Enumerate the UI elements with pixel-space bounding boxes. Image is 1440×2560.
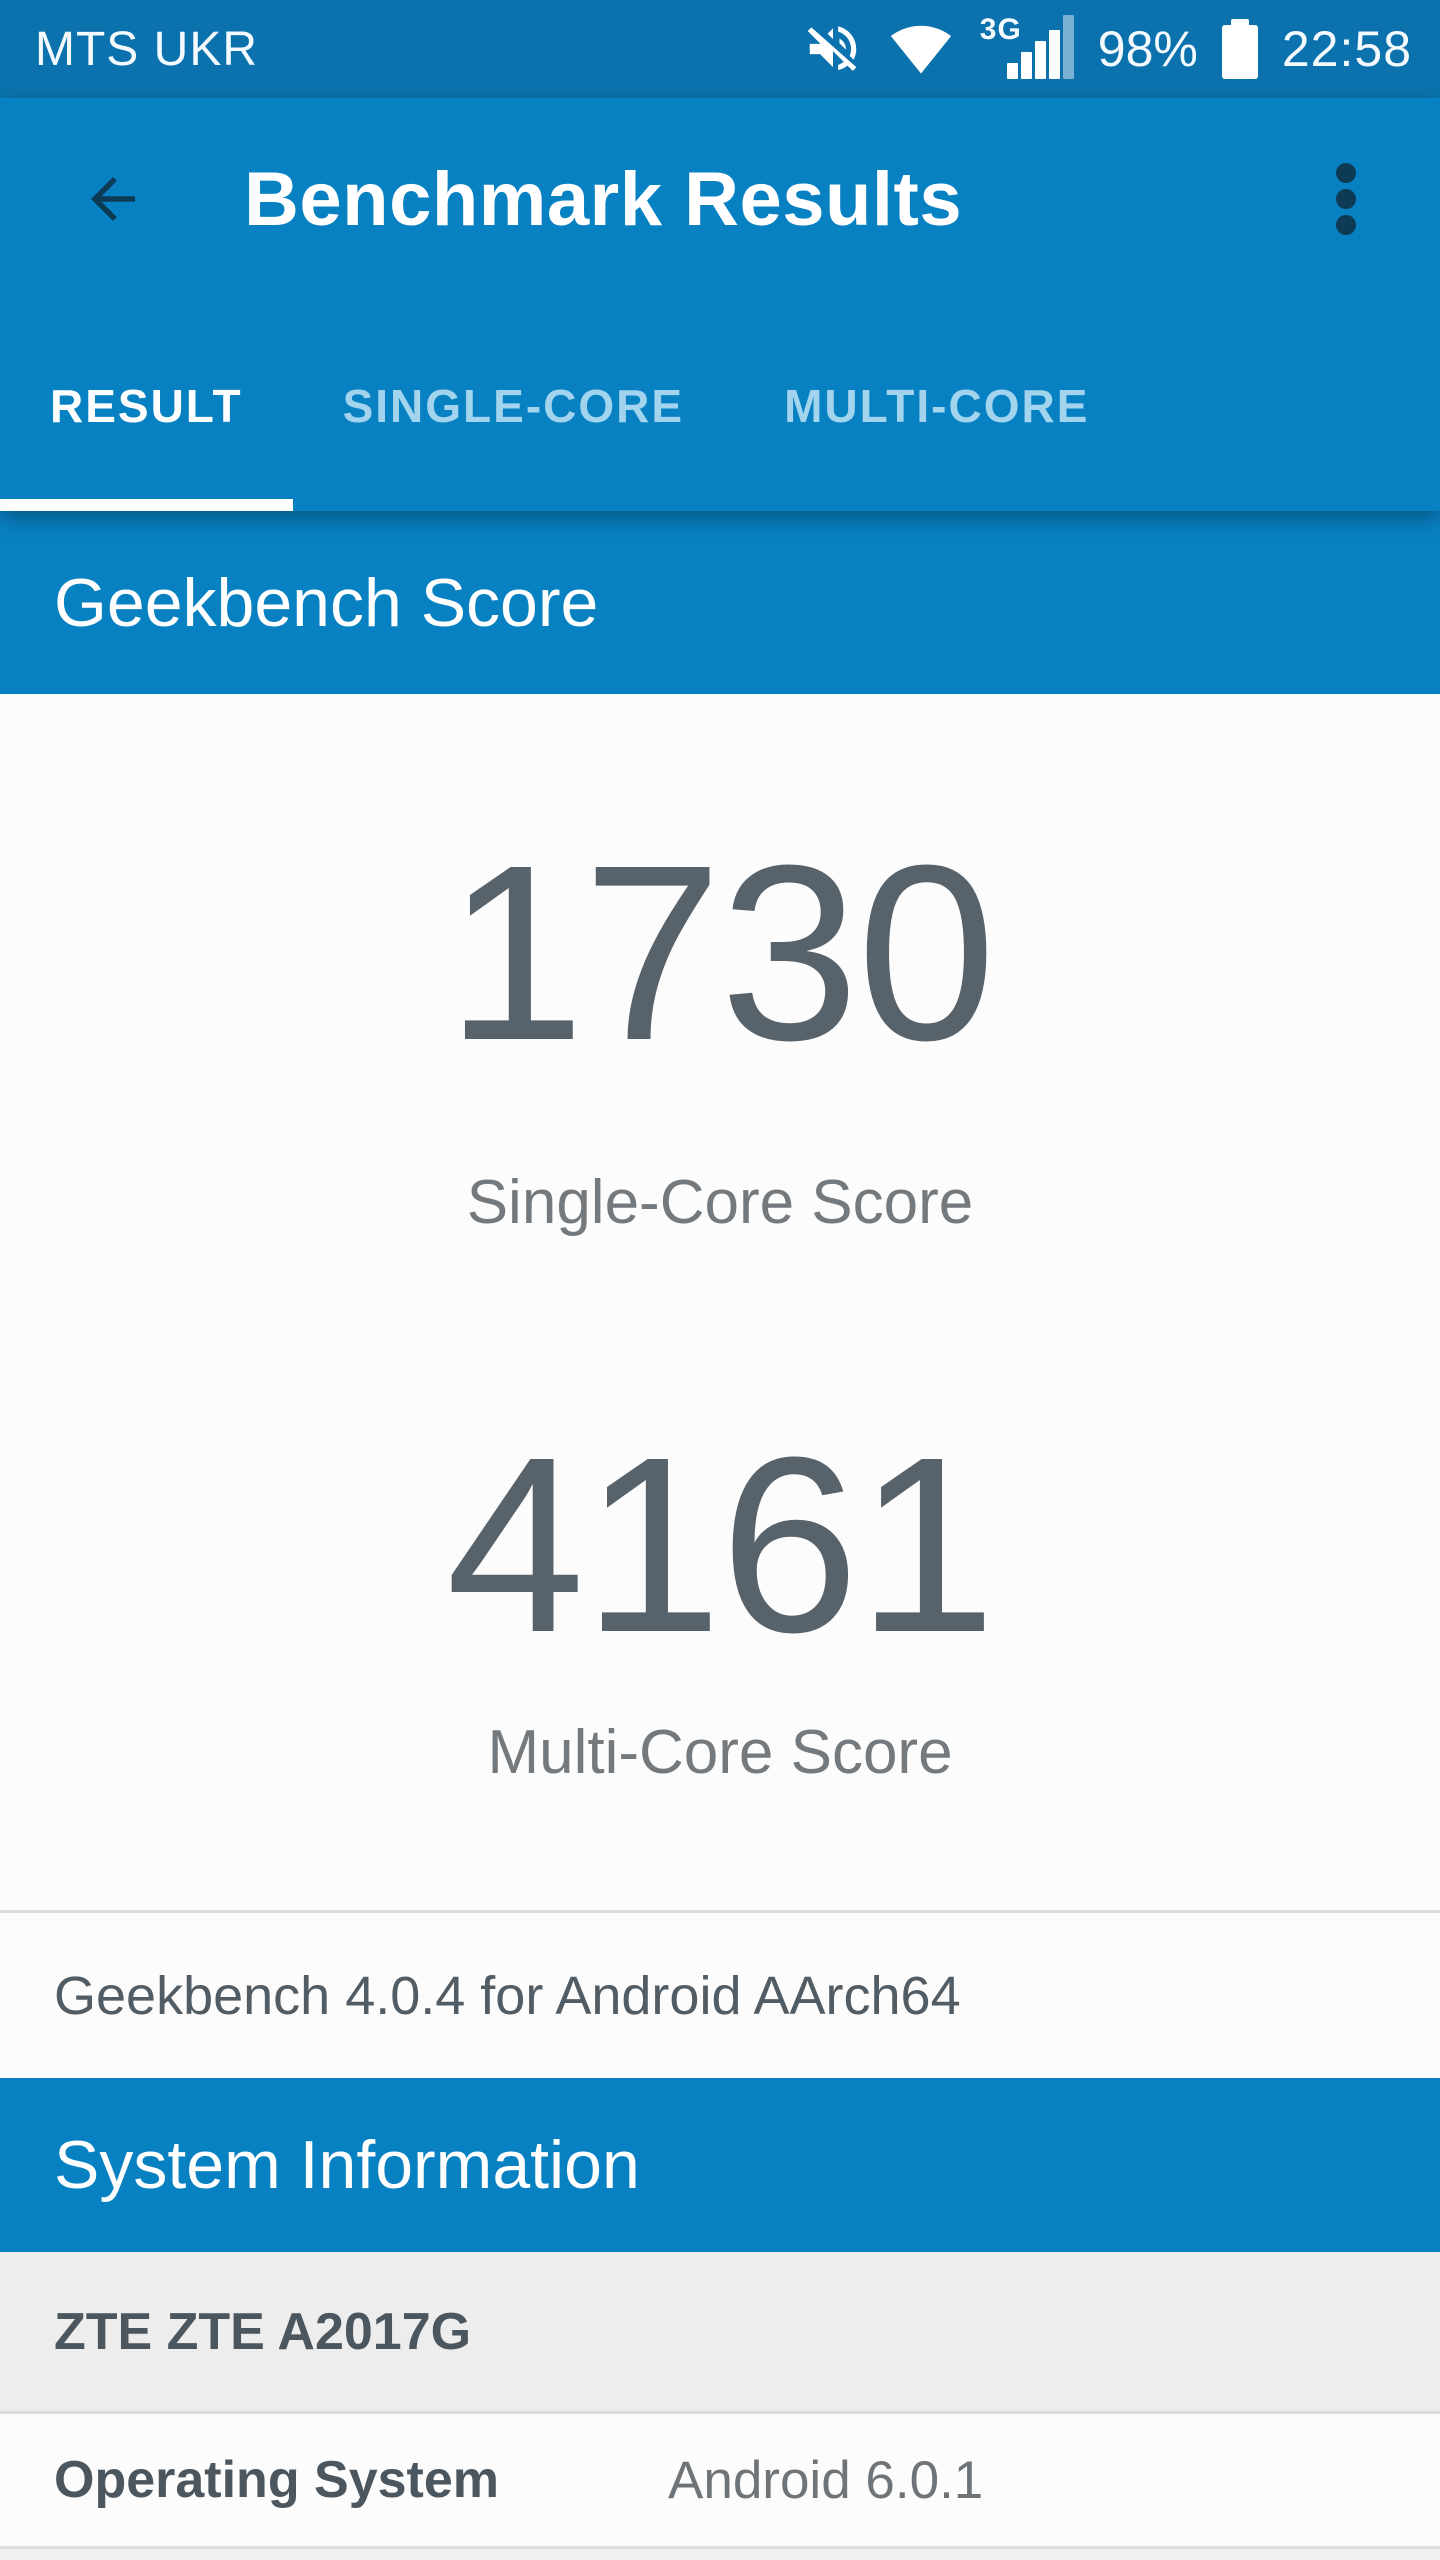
status-icons: 3G 98% 22:58	[802, 13, 1412, 83]
version-row: Geekbench 4.0.4 for Android AArch64	[0, 1913, 1440, 2078]
volume-muted-icon	[807, 26, 857, 71]
tab-single-core[interactable]: SINGLE-CORE	[293, 300, 734, 511]
multi-core-score-value: 4161	[445, 1405, 996, 1684]
next-row-edge	[0, 2549, 1440, 2560]
os-label: Operating System	[54, 2451, 500, 2509]
status-bar: MTS UKR 3G 98% 22:58	[0, 0, 1440, 98]
multi-core-score-label: Multi-Core Score	[487, 1718, 953, 1787]
score-area[interactable]: 1730 Single-Core Score 4161 Multi-Core S…	[0, 694, 1440, 1910]
network-type-label: 3G	[979, 13, 1022, 46]
toolbar: Benchmark Results	[0, 98, 1440, 300]
version-label: Geekbench 4.0.4 for Android AArch64	[54, 1965, 961, 2026]
os-value: Android 6.0.1	[668, 2450, 984, 2510]
tab-bar: RESULT SINGLE-CORE MULTI-CORE	[0, 300, 1440, 511]
wifi-icon	[890, 25, 951, 74]
divider	[0, 2411, 1440, 2414]
tab-multi-core[interactable]: MULTI-CORE	[734, 300, 1139, 511]
tab-result[interactable]: RESULT	[0, 300, 293, 511]
page-title: Benchmark Results	[244, 156, 963, 242]
single-core-score-label: Single-Core Score	[466, 1168, 974, 1237]
divider	[0, 2546, 1440, 2549]
section-header-geekbench-score: Geekbench Score	[0, 511, 1440, 694]
overflow-menu-button[interactable]	[1330, 157, 1362, 241]
signal-bars	[1006, 15, 1074, 79]
tab-label: RESULT	[50, 379, 243, 432]
divider	[0, 1910, 1440, 1913]
arrow-back-icon	[91, 177, 135, 221]
single-core-score-value: 1730	[445, 813, 996, 1092]
battery-full-icon	[1221, 19, 1258, 79]
back-button[interactable]	[78, 164, 148, 234]
os-row: Operating System Android 6.0.1	[0, 2414, 1440, 2546]
carrier-label: MTS UKR	[35, 22, 258, 76]
device-name: ZTE ZTE A2017G	[54, 2302, 472, 2361]
section-header-system-information: System Information	[0, 2078, 1440, 2252]
overflow-menu-icon	[1336, 163, 1356, 183]
device-name-row: ZTE ZTE A2017G	[0, 2252, 1440, 2411]
tab-label: SINGLE-CORE	[342, 379, 685, 432]
clock-label: 22:58	[1281, 21, 1412, 77]
battery-percent-label: 98%	[1097, 21, 1198, 77]
tab-label: MULTI-CORE	[784, 379, 1090, 432]
section-header-label: System Information	[54, 2127, 640, 2203]
section-header-label: Geekbench Score	[54, 564, 599, 641]
signal-strength-icon: 3G	[978, 13, 1074, 83]
app-bar: Benchmark Results RESULT SINGLE-CORE MUL…	[0, 98, 1440, 511]
